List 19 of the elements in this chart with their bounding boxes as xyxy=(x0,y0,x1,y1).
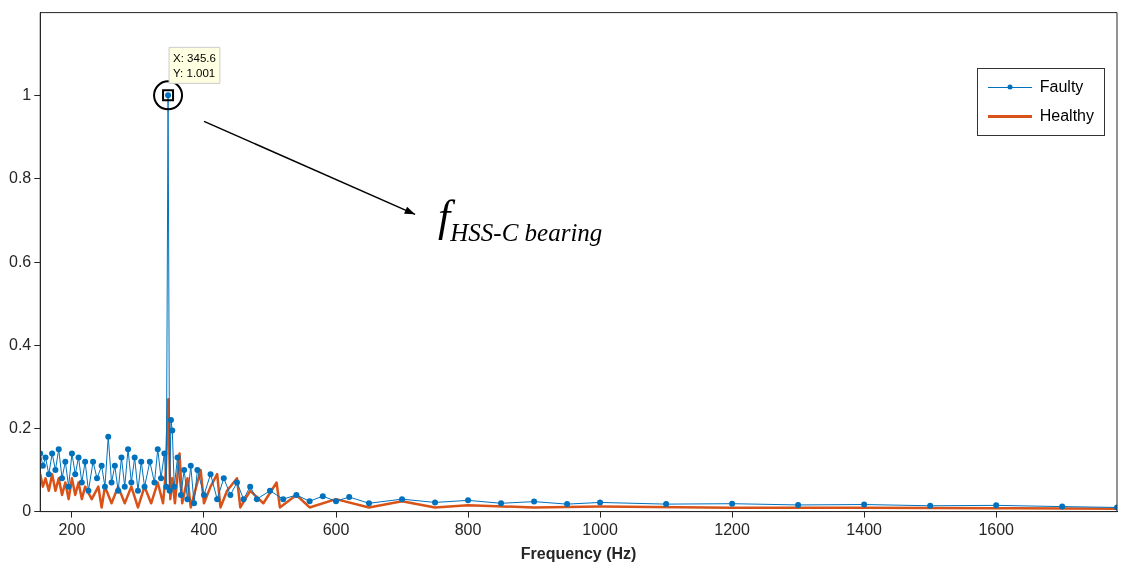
annotation: X: 345.6 xyxy=(173,52,216,65)
legend-label: Healthy xyxy=(1039,107,1094,126)
y-tick-label: 1 xyxy=(22,86,32,104)
x-tick-label: 1400 xyxy=(846,520,883,538)
x-axis-title: Frequency (Hz) xyxy=(520,544,637,562)
x-tick-label: 800 xyxy=(454,520,482,538)
y-tick-label: 0.4 xyxy=(8,335,32,353)
x-tick-label: 1200 xyxy=(714,520,751,538)
x-tick-label: 200 xyxy=(58,520,86,538)
x-tick-label: 400 xyxy=(190,520,218,538)
x-tick-label: 1000 xyxy=(582,520,618,538)
y-tick-label: 0.8 xyxy=(8,169,32,187)
x-tick-label: 1600 xyxy=(978,520,1015,538)
y-tick-label: 0.6 xyxy=(8,252,32,270)
annotation: Y: 1.001 xyxy=(173,67,216,80)
x-tick-label: 600 xyxy=(322,520,350,538)
legend-label: Faulty xyxy=(1039,78,1084,97)
y-tick-label: 0.2 xyxy=(8,418,32,436)
y-tick-label: 0 xyxy=(22,502,32,520)
